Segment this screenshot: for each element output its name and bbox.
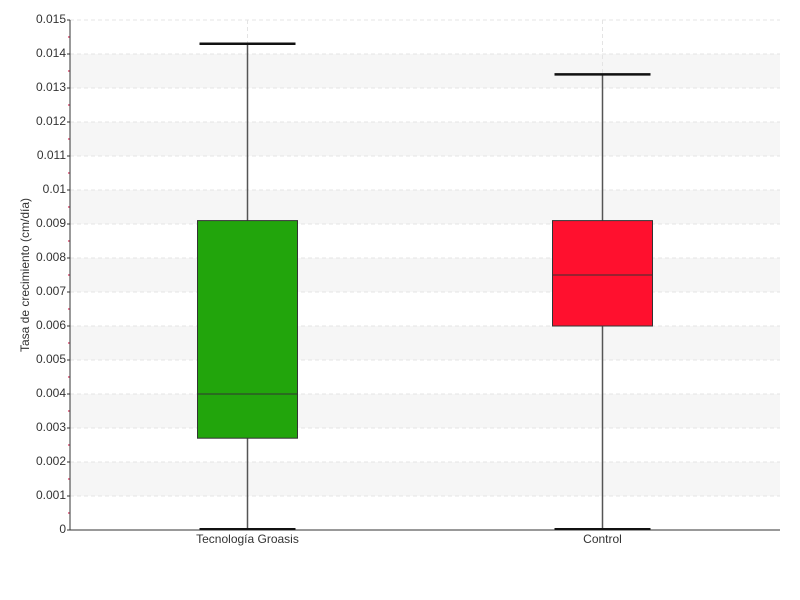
y-tick-label: 0.012 (36, 114, 66, 128)
y-tick-label: 0.015 (36, 12, 66, 26)
grid-band (70, 258, 780, 292)
y-tick-label: 0 (59, 522, 66, 536)
box (552, 220, 653, 327)
y-tick-label: 0.004 (36, 386, 66, 400)
box (197, 220, 298, 439)
grid-band (70, 462, 780, 496)
y-tick-label: 0.007 (36, 284, 66, 298)
y-axis-label: Tasa de crecimiento (cm/día) (18, 198, 32, 352)
x-tick-label: Control (583, 532, 622, 546)
y-tick-label: 0.01 (43, 182, 67, 196)
y-tick-label: 0.009 (36, 216, 66, 230)
grid-band (70, 326, 780, 360)
grid-band (70, 54, 780, 88)
grid-band (70, 190, 780, 224)
y-tick-label: 0.002 (36, 454, 66, 468)
y-tick-label: 0.001 (36, 488, 66, 502)
y-tick-label: 0.003 (36, 420, 66, 434)
y-tick-label: 0.005 (36, 352, 66, 366)
y-tick-label: 0.013 (36, 80, 66, 94)
grid-band (70, 394, 780, 428)
y-tick-label: 0.006 (36, 318, 66, 332)
grid-band (70, 122, 780, 156)
y-tick-label: 0.014 (36, 46, 66, 60)
y-tick-label: 0.011 (37, 148, 66, 162)
x-tick-label: Tecnología Groasis (196, 532, 299, 546)
y-tick-label: 0.008 (36, 250, 66, 264)
